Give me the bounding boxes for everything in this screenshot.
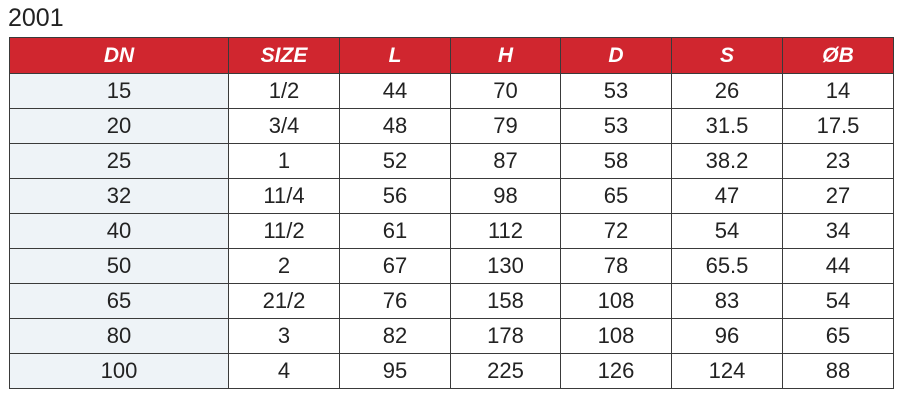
table-cell: 65 — [9, 283, 229, 319]
table-cell: 82 — [339, 318, 451, 354]
table-row: 20 3/4 48 79 53 31.5 17.5 — [9, 108, 894, 144]
table-cell: 54 — [782, 283, 894, 319]
table-cell: 4 — [228, 353, 340, 389]
table-cell: 53 — [560, 108, 672, 144]
table-cell: 96 — [671, 318, 783, 354]
table-cell: 53 — [560, 73, 672, 109]
table-row: 25 1 52 87 58 38.2 23 — [9, 143, 894, 179]
table-cell: 44 — [339, 73, 451, 109]
column-header: D — [560, 37, 672, 74]
table-cell: 27 — [782, 178, 894, 214]
table-cell: 108 — [560, 283, 672, 319]
table-cell: 95 — [339, 353, 451, 389]
table-cell: 58 — [560, 143, 672, 179]
table-cell: 98 — [450, 178, 561, 214]
column-header: S — [671, 37, 783, 74]
table-cell: 65 — [560, 178, 672, 214]
table-cell: 48 — [339, 108, 451, 144]
table-cell: 3/4 — [228, 108, 340, 144]
table-cell: 76 — [339, 283, 451, 319]
table-cell: 124 — [671, 353, 783, 389]
table-cell: 108 — [560, 318, 672, 354]
table-cell: 47 — [671, 178, 783, 214]
table-cell: 11/4 — [228, 178, 340, 214]
table-row: 65 21/2 76 158 108 83 54 — [9, 283, 894, 319]
table-cell: 31.5 — [671, 108, 783, 144]
column-header: SIZE — [228, 37, 340, 74]
table-cell: 61 — [339, 213, 451, 249]
table-cell: 112 — [450, 213, 561, 249]
table-cell: 34 — [782, 213, 894, 249]
table-cell: 50 — [9, 248, 229, 284]
table-row: 40 11/2 61 112 72 54 34 — [9, 213, 894, 249]
table-cell: 1/2 — [228, 73, 340, 109]
table-cell: 158 — [450, 283, 561, 319]
table-cell: 54 — [671, 213, 783, 249]
table-cell: 70 — [450, 73, 561, 109]
table-cell: 65.5 — [671, 248, 783, 284]
header-row: DN SIZE L H D S ØB — [9, 37, 894, 74]
table-cell: 1 — [228, 143, 340, 179]
table-cell: 72 — [560, 213, 672, 249]
table-cell: 100 — [9, 353, 229, 389]
table-cell: 20 — [9, 108, 229, 144]
table-cell: 178 — [450, 318, 561, 354]
table-cell: 25 — [9, 143, 229, 179]
table-cell: 14 — [782, 73, 894, 109]
table-cell: 56 — [339, 178, 451, 214]
table-cell: 26 — [671, 73, 783, 109]
column-header: H — [450, 37, 561, 74]
table-cell: 88 — [782, 353, 894, 389]
table-row: 32 11/4 56 98 65 47 27 — [9, 178, 894, 214]
table-cell: 17.5 — [782, 108, 894, 144]
table-cell: 11/2 — [228, 213, 340, 249]
table-cell: 38.2 — [671, 143, 783, 179]
dimensions-table: DN SIZE L H D S ØB 15 1/2 44 70 53 26 14 20 3/4 48 79 53 3… — [9, 37, 894, 389]
column-header: L — [339, 37, 451, 74]
table-cell: 23 — [782, 143, 894, 179]
table-cell: 3 — [228, 318, 340, 354]
column-header: DN — [9, 37, 229, 74]
table-cell: 225 — [450, 353, 561, 389]
table-cell: 44 — [782, 248, 894, 284]
table-cell: 52 — [339, 143, 451, 179]
table-cell: 79 — [450, 108, 561, 144]
table-cell: 126 — [560, 353, 672, 389]
table-cell: 21/2 — [228, 283, 340, 319]
table-row: 15 1/2 44 70 53 26 14 — [9, 73, 894, 109]
table-cell: 83 — [671, 283, 783, 319]
table-cell: 40 — [9, 213, 229, 249]
table-cell: 32 — [9, 178, 229, 214]
table-cell: 87 — [450, 143, 561, 179]
table-cell: 67 — [339, 248, 451, 284]
table-cell: 15 — [9, 73, 229, 109]
table-row: 80 3 82 178 108 96 65 — [9, 318, 894, 354]
table-cell: 80 — [9, 318, 229, 354]
table-cell: 2 — [228, 248, 340, 284]
table-cell: 65 — [782, 318, 894, 354]
table-title: 2001 — [8, 4, 64, 32]
table-row: 50 2 67 130 78 65.5 44 — [9, 248, 894, 284]
table-row: 100 4 95 225 126 124 88 — [9, 353, 894, 389]
column-header: ØB — [782, 37, 894, 74]
table-cell: 130 — [450, 248, 561, 284]
table-cell: 78 — [560, 248, 672, 284]
